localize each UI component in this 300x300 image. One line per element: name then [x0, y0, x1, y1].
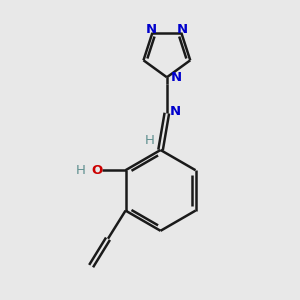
Text: H: H [144, 134, 154, 147]
Text: O: O [92, 164, 103, 177]
Text: N: N [176, 23, 188, 37]
Text: N: N [170, 105, 181, 118]
Text: N: N [146, 23, 157, 37]
Text: H: H [76, 164, 85, 177]
Text: N: N [171, 71, 182, 84]
